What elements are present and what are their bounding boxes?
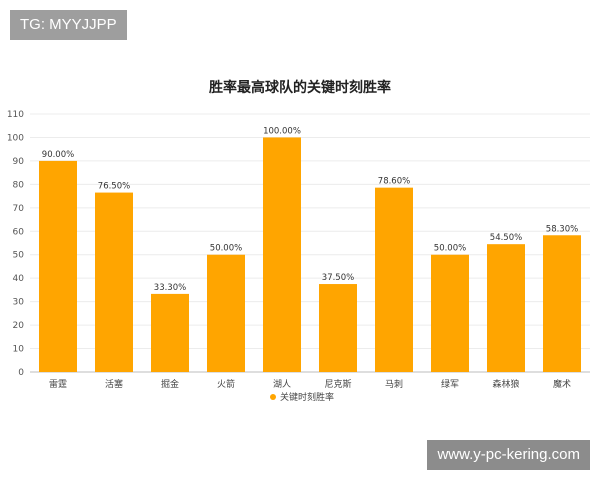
x-tick-label: 森林狼: [492, 378, 519, 390]
data-label: 78.60%: [378, 177, 410, 187]
y-tick-label: 80: [13, 180, 25, 190]
y-tick-label: 90: [13, 157, 25, 167]
bar: [543, 235, 581, 372]
bar: [263, 137, 301, 372]
legend-label: 关键时刻胜率: [280, 391, 334, 403]
y-axis: 0 10 20 30 40 50 60 70 80 90 100 110: [7, 110, 24, 378]
legend-marker: [270, 394, 276, 400]
y-tick-label: 100: [7, 133, 24, 143]
x-tick-label: 魔术: [553, 378, 571, 390]
y-tick-label: 50: [13, 251, 25, 261]
data-label: 100.00%: [263, 126, 301, 136]
chart-title: 胜率最高球队的关键时刻胜率: [209, 79, 391, 96]
x-tick-label: 雷霆: [49, 379, 67, 390]
y-tick-label: 70: [13, 204, 25, 214]
data-label: 90.00%: [42, 150, 74, 160]
x-axis: 雷霆 活塞 掘金 火箭 湖人 尼克斯 马刺 绿军 森林狼 魔术: [49, 378, 571, 390]
watermark-bottom: www.y-pc-kering.com: [427, 440, 590, 470]
y-tick-label: 30: [13, 298, 25, 308]
x-tick-label: 火箭: [217, 378, 235, 390]
bar: [431, 254, 469, 372]
x-tick-label: 尼克斯: [324, 378, 351, 390]
bars: 90.00% 76.50% 33.30% 50.00% 100.00% 37.50% 78.…: [39, 126, 581, 372]
bar: [319, 284, 357, 372]
x-tick-label: 活塞: [105, 378, 123, 390]
data-label: 33.30%: [154, 283, 186, 293]
y-tick-label: 20: [13, 321, 25, 331]
data-label: 50.00%: [210, 244, 242, 254]
x-tick-label: 绿军: [441, 378, 459, 390]
legend: 关键时刻胜率: [270, 391, 334, 403]
watermark-top: TG: MYYJJPP: [10, 10, 127, 40]
y-tick-label: 40: [13, 274, 25, 284]
bar: [487, 244, 525, 372]
x-tick-label: 湖人: [273, 379, 291, 390]
bar: [95, 192, 133, 372]
data-label: 54.50%: [490, 233, 522, 243]
data-label: 37.50%: [322, 273, 354, 283]
x-tick-label: 掘金: [161, 378, 179, 390]
bar: [39, 160, 77, 372]
data-label: 58.30%: [546, 224, 578, 234]
y-tick-label: 110: [7, 110, 24, 120]
data-label: 50.00%: [434, 244, 466, 254]
bar: [151, 293, 189, 372]
y-tick-label: 10: [13, 345, 25, 355]
data-label: 76.50%: [98, 182, 130, 192]
bar: [375, 187, 413, 372]
y-tick-label: 0: [18, 368, 24, 378]
bar: [207, 254, 245, 372]
x-tick-label: 马刺: [385, 379, 403, 390]
y-tick-label: 60: [13, 227, 25, 237]
